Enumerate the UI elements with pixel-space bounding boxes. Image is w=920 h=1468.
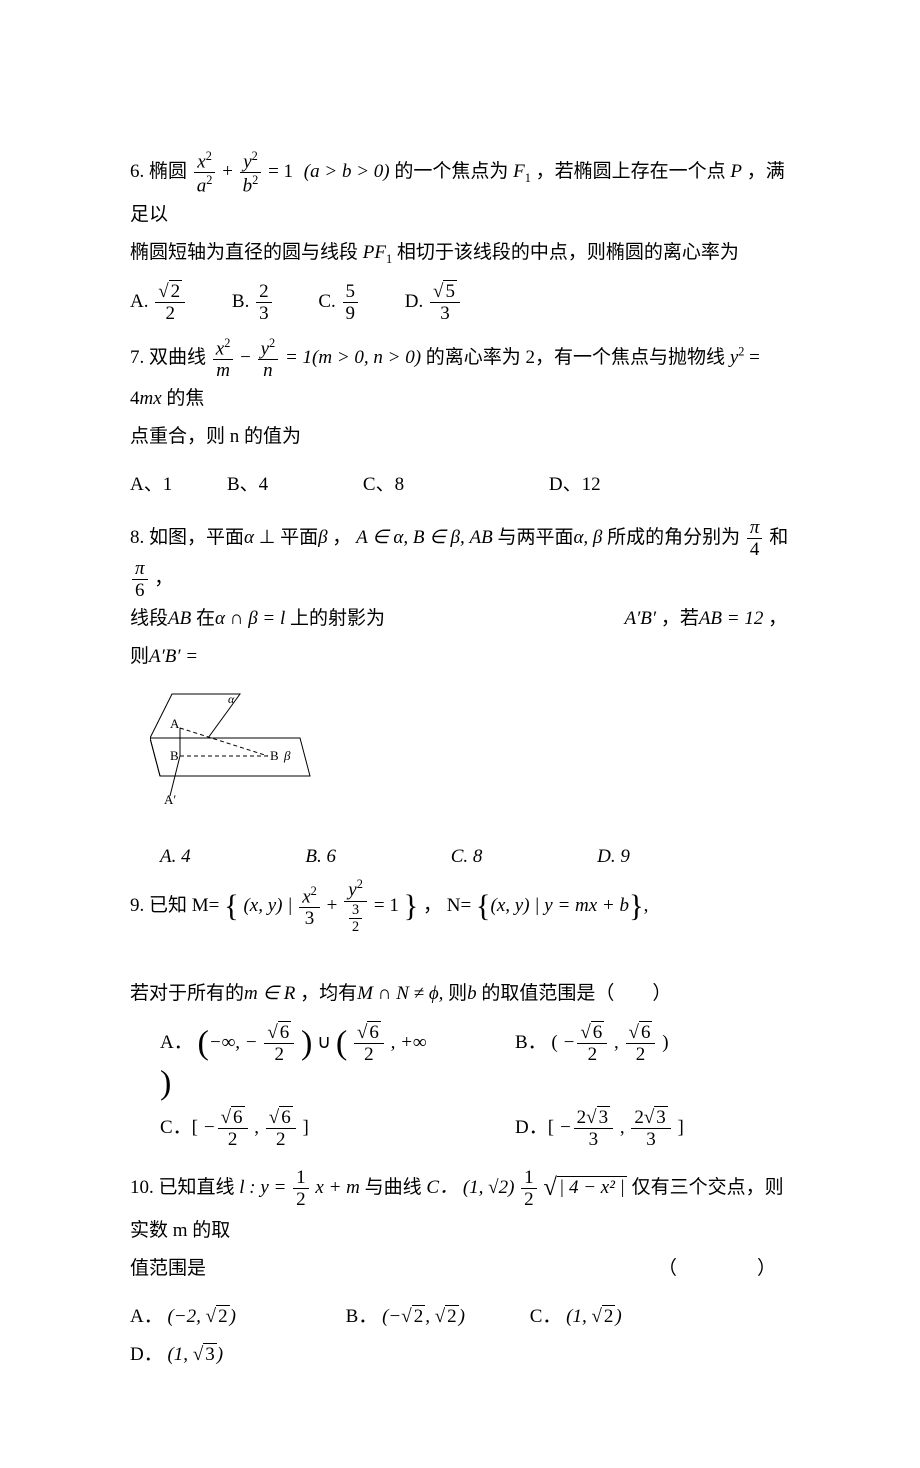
frac-x2-m: x2 m <box>213 337 234 380</box>
q6-text: 6. 椭圆 <box>130 161 187 182</box>
svg-text:β: β <box>283 748 291 763</box>
q8-diagram: α A B B β A′ <box>150 686 790 830</box>
svg-text:A′: A′ <box>164 792 176 807</box>
q9-options: A． (−∞, − √62 ) ∪ ( √62 , +∞ ) B． ( −√62… <box>130 1023 790 1149</box>
frac-x2-a2: x2 a2 <box>194 150 216 196</box>
question-8: 8. 如图，平面α ⊥ 平面β ， A ∈ α, B ∈ β, AB 与两平面α… <box>130 518 790 676</box>
q7-options: A、1 B、4 C、8 D、12 <box>130 466 790 504</box>
svg-text:α: α <box>228 692 235 706</box>
q10-options: A． (−2, √2) B． (−√2, √2) C． (1, √2) D． (… <box>130 1298 790 1374</box>
q8-options: A. 4 B. 6 C. 8 D. 9 <box>130 838 790 876</box>
q6-options: A. √22 B. 23 C. 59 D. √53 <box>130 282 790 323</box>
question-9: 9. 已知 M= { (x, y) | x23 + y2 32 = 1 } ， … <box>130 876 790 1013</box>
frac-y2-b2: y2 b2 <box>240 150 262 196</box>
question-7: 7. 双曲线 x2 m − y2 n = 1(m > 0, n > 0) 的离心… <box>130 337 790 456</box>
question-6: 6. 椭圆 x2 a2 + y2 b2 = 1 (a > b > 0) 的一个焦… <box>130 150 790 272</box>
svg-text:B: B <box>170 748 179 763</box>
question-10: 10. 已知直线 l : y = 12 x + m 与曲线 C． (1, √2)… <box>130 1163 790 1288</box>
svg-text:B: B <box>270 748 279 763</box>
svg-text:A: A <box>170 716 180 731</box>
frac-y2-n: y2 n <box>258 337 279 380</box>
